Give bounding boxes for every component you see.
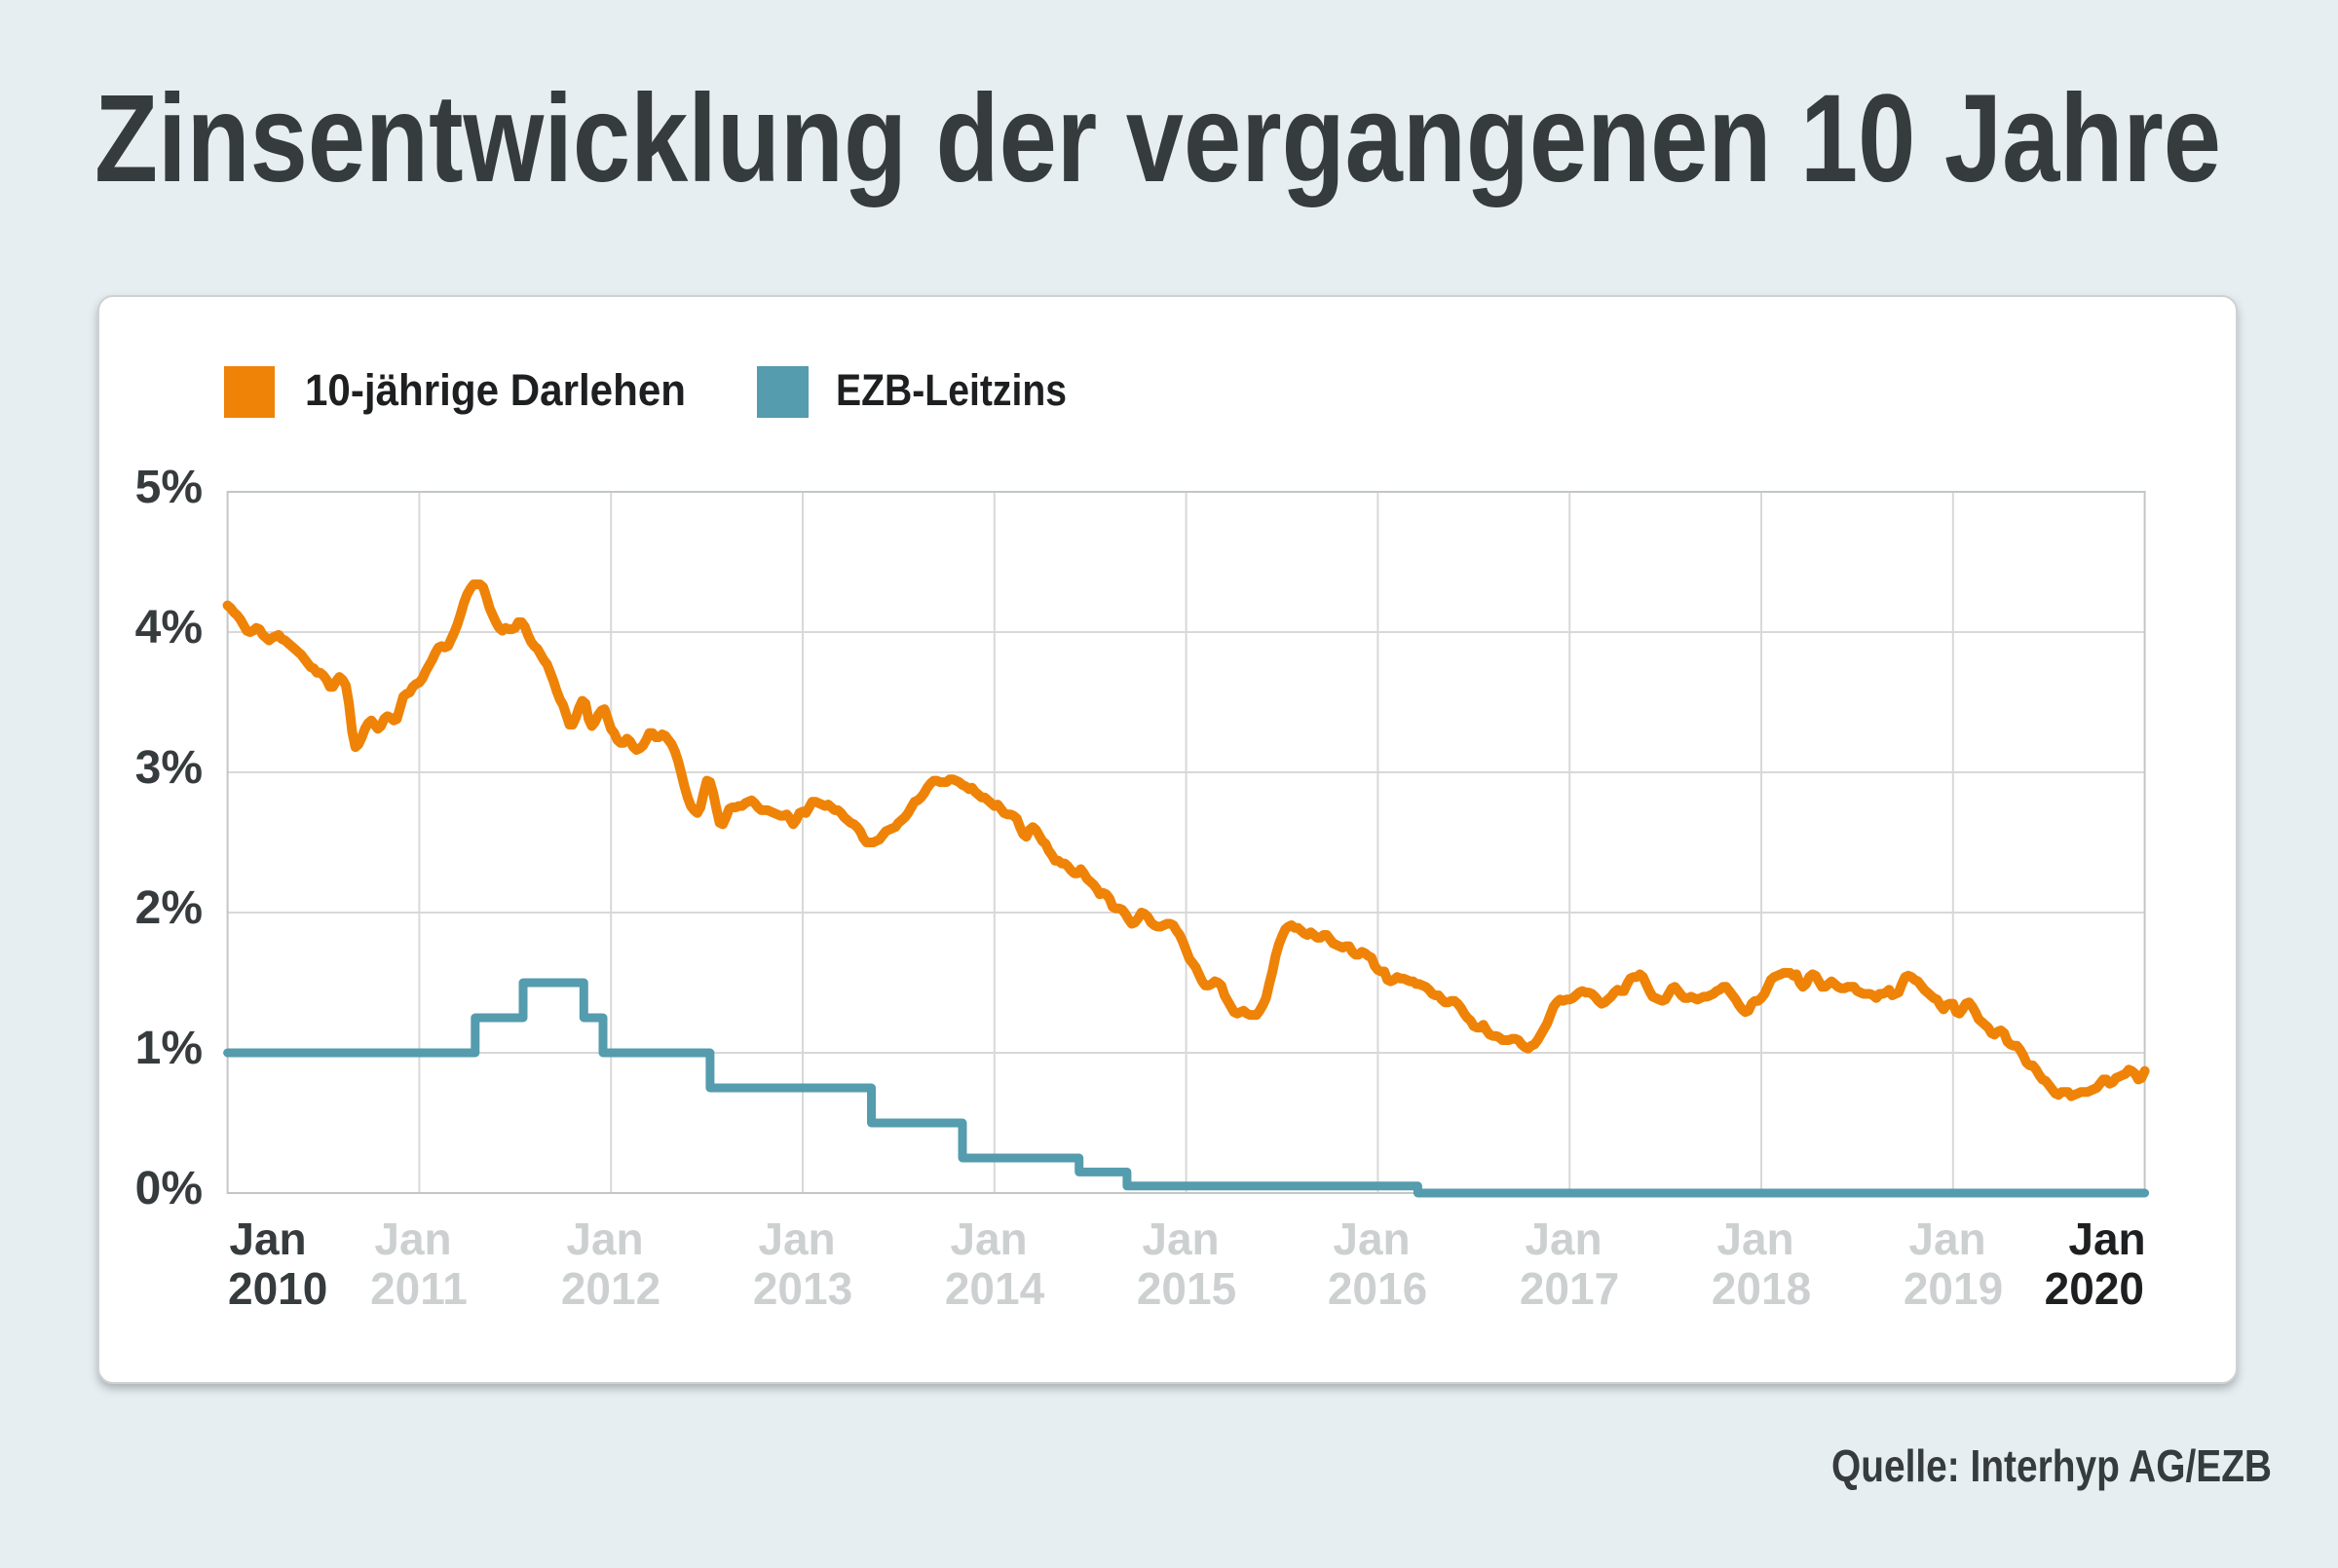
svg-text:Jan: Jan	[758, 1213, 835, 1264]
svg-text:2015: 2015	[1137, 1263, 1236, 1314]
svg-text:Jan: Jan	[566, 1213, 643, 1264]
svg-text:5%: 5%	[135, 462, 203, 513]
svg-text:Jan: Jan	[1716, 1213, 1793, 1264]
svg-text:2017: 2017	[1520, 1263, 1619, 1314]
svg-text:Jan: Jan	[1525, 1213, 1602, 1264]
svg-text:0%: 0%	[135, 1163, 203, 1214]
svg-text:2018: 2018	[1712, 1263, 1811, 1314]
svg-text:Jan: Jan	[374, 1213, 451, 1264]
svg-text:2014: 2014	[945, 1263, 1045, 1314]
svg-text:2016: 2016	[1328, 1263, 1427, 1314]
svg-text:4%: 4%	[135, 602, 203, 653]
svg-text:2012: 2012	[561, 1263, 660, 1314]
svg-text:Jan: Jan	[1142, 1213, 1219, 1264]
svg-text:2010: 2010	[228, 1263, 327, 1314]
svg-text:2013: 2013	[753, 1263, 852, 1314]
svg-text:1%: 1%	[135, 1023, 203, 1074]
svg-text:2011: 2011	[370, 1263, 468, 1314]
svg-text:Jan: Jan	[950, 1213, 1027, 1264]
svg-text:Jan: Jan	[2068, 1213, 2145, 1264]
svg-text:Zinsentwicklung der vergangene: Zinsentwicklung der vergangenen 10 Jahre	[94, 69, 2221, 208]
svg-text:Jan: Jan	[1333, 1213, 1410, 1264]
svg-text:EZB-Leitzins: EZB-Leitzins	[836, 365, 1067, 415]
svg-text:Quelle: Interhyp AG/EZB: Quelle: Interhyp AG/EZB	[1831, 1440, 2272, 1491]
svg-text:2020: 2020	[2045, 1263, 2144, 1314]
svg-text:Jan: Jan	[229, 1213, 306, 1264]
svg-text:3%: 3%	[135, 742, 203, 794]
svg-text:Jan: Jan	[1908, 1213, 1985, 1264]
svg-text:10-jährige Darlehen: 10-jährige Darlehen	[305, 365, 686, 415]
svg-text:2019: 2019	[1904, 1263, 2003, 1314]
svg-text:2%: 2%	[135, 882, 203, 934]
